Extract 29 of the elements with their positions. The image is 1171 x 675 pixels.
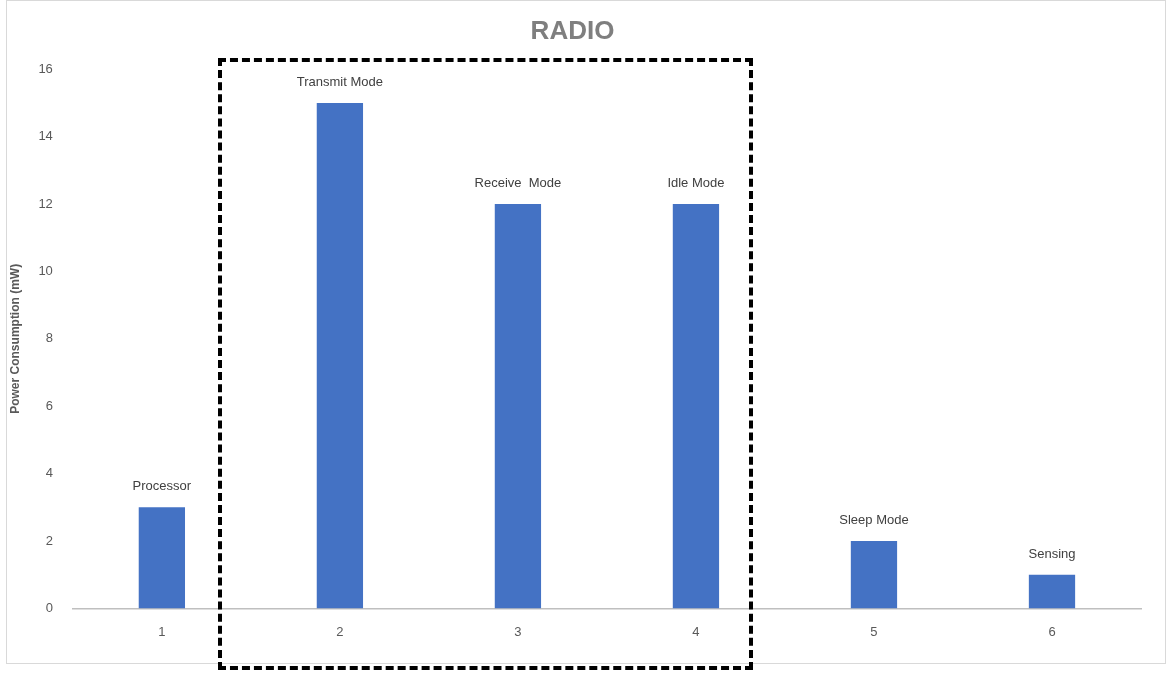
bar — [138, 507, 186, 609]
annotation: Sleep Mode — [839, 512, 909, 528]
bar — [672, 204, 720, 609]
y-tick-label: 10 — [38, 262, 53, 278]
annotation: Idle Mode — [667, 175, 725, 191]
y-axis-title: Power Consumption (mW) — [7, 263, 22, 414]
x-tick-label: 6 — [1048, 623, 1056, 639]
x-tick-label: 1 — [158, 623, 166, 639]
bar — [850, 541, 898, 609]
annotation: Sensing — [1028, 545, 1076, 561]
y-tick-label: 0 — [45, 599, 53, 615]
bar — [316, 102, 364, 609]
y-tick-label: 14 — [38, 128, 53, 144]
y-tick-label: 6 — [45, 397, 53, 413]
y-tick-label: 2 — [45, 532, 53, 548]
annotation: Receive Mode — [474, 175, 562, 191]
annotation: Transmit Mode — [296, 73, 383, 89]
y-tick-label: 8 — [45, 330, 53, 346]
x-tick-label: 5 — [870, 623, 878, 639]
x-tick-label: 4 — [692, 623, 700, 639]
annotation: Processor — [132, 478, 192, 494]
bar — [1028, 574, 1076, 609]
x-tick-label: 3 — [514, 623, 522, 639]
chart-title: RADIO — [530, 14, 615, 45]
bar — [494, 204, 542, 609]
y-tick-label: 4 — [45, 465, 53, 481]
x-tick-label: 2 — [336, 623, 344, 639]
y-tick-label: 16 — [38, 60, 53, 76]
y-tick-label: 12 — [38, 195, 53, 211]
